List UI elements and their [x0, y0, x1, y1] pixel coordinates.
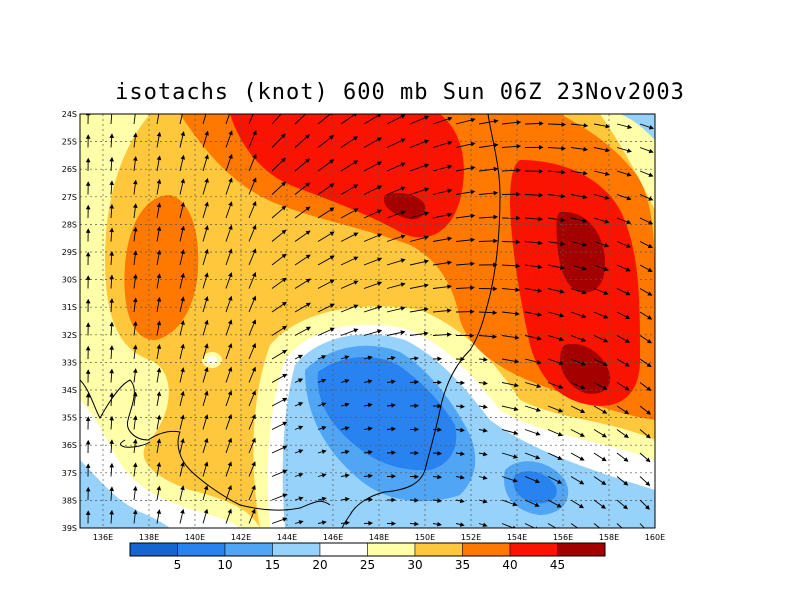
lon-label: 156E [553, 533, 573, 542]
lat-label: 39S [62, 524, 77, 533]
lon-label: 136E [93, 533, 113, 542]
coastline [80, 114, 501, 528]
colorbar-label: 10 [217, 558, 232, 572]
lat-label: 37S [62, 469, 77, 478]
colorbar-label: 20 [312, 558, 327, 572]
lon-label: 160E [645, 533, 665, 542]
wind-speed-field [80, 114, 655, 528]
lon-label: 150E [415, 533, 435, 542]
lat-label: 31S [62, 303, 77, 312]
colorbar-label: 40 [502, 558, 517, 572]
lon-label: 154E [507, 533, 527, 542]
colorbar-swatch [129, 542, 178, 557]
lon-label: 146E [323, 533, 343, 542]
lon-label: 158E [599, 533, 619, 542]
lat-label: 32S [62, 331, 77, 340]
lat-label: 26S [62, 165, 77, 174]
lat-label: 34S [62, 386, 77, 395]
lat-label: 27S [62, 193, 77, 202]
colorbar: 5 10 15 20 25 30 35 40 45 [129, 542, 606, 572]
colorbar-swatch [367, 542, 416, 557]
lon-label: 138E [139, 533, 159, 542]
lat-label: 38S [62, 496, 77, 505]
lat-label: 28S [62, 220, 77, 229]
grid-lines [80, 114, 655, 528]
lon-label: 140E [185, 533, 205, 542]
lat-label: 24S [62, 110, 77, 119]
colorbar-swatch [272, 542, 321, 557]
colorbar-swatch [177, 542, 226, 557]
colorbar-swatch [224, 542, 273, 557]
colorbar-swatch [414, 542, 463, 557]
colorbar-label: 15 [265, 558, 280, 572]
lon-label: 148E [369, 533, 389, 542]
plot-frame [79, 113, 656, 529]
lon-label: 142E [231, 533, 251, 542]
lon-label: 144E [277, 533, 297, 542]
lat-label: 25S [62, 138, 77, 147]
lat-label: 35S [62, 414, 77, 423]
colorbar-label: 25 [360, 558, 375, 572]
colorbar-swatch [462, 542, 511, 557]
lon-label: 152E [461, 533, 481, 542]
colorbar-swatch [557, 542, 606, 557]
wind-vectors [85, 114, 654, 528]
latitude-labels: 24S 25S 26S 27S 28S 29S 30S 31S 32S 33S 34S 35S 36S 3… [62, 110, 77, 533]
longitude-labels: 136E 138E 140E 142E 144E 146E 148E 150E 152E 154E… [93, 533, 665, 542]
lat-label: 30S [62, 276, 77, 285]
colorbar-label: 35 [455, 558, 470, 572]
lat-label: 36S [62, 441, 77, 450]
lat-label: 33S [62, 358, 77, 367]
lat-label: 29S [62, 248, 77, 257]
colorbar-label: 45 [550, 558, 565, 572]
colorbar-label: 5 [174, 558, 182, 572]
colorbar-swatch [509, 542, 558, 557]
colorbar-swatch [319, 542, 368, 557]
colorbar-label: 30 [407, 558, 422, 572]
map-title: isotachs (knot) 600 mb Sun 06Z 23Nov2003 [115, 80, 685, 105]
